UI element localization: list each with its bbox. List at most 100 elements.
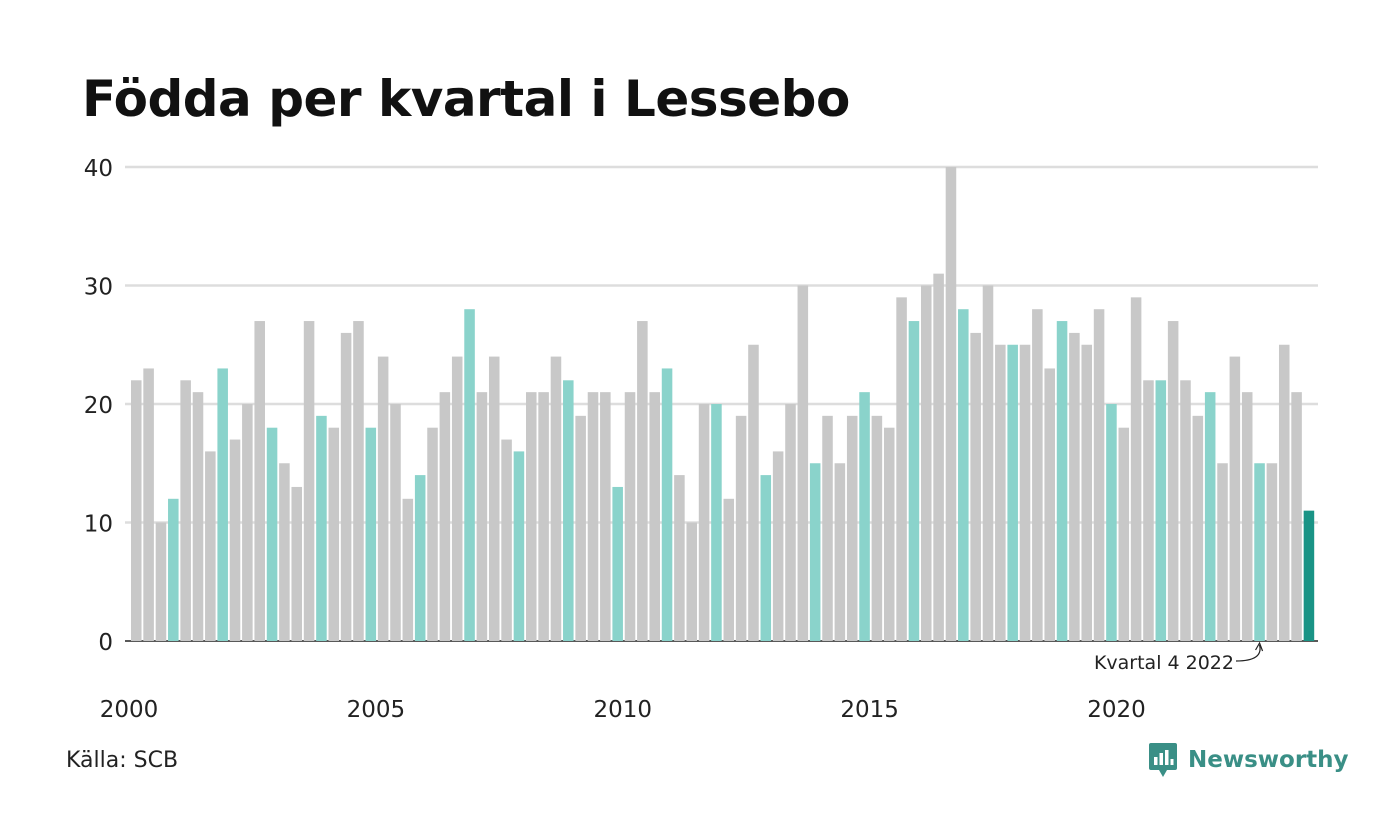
bar <box>1069 332 1080 641</box>
bar <box>217 368 228 641</box>
bar <box>1056 321 1068 641</box>
bar <box>538 392 549 641</box>
bar <box>686 522 698 641</box>
bar <box>846 415 858 641</box>
y-tick-label: 20 <box>84 393 113 419</box>
bar <box>698 404 710 641</box>
bar <box>785 404 796 641</box>
bar <box>933 273 944 641</box>
bar <box>390 404 401 641</box>
bar <box>427 427 438 641</box>
y-tick-label: 30 <box>84 275 113 301</box>
bar <box>155 522 167 641</box>
bar <box>575 415 586 641</box>
bar <box>1044 368 1055 641</box>
bar <box>1204 392 1216 641</box>
bar <box>168 498 179 641</box>
bar <box>587 392 599 641</box>
bar <box>266 427 278 641</box>
y-tick-label: 10 <box>84 512 113 538</box>
bar <box>797 285 809 641</box>
bar <box>1019 344 1031 641</box>
bar <box>550 356 562 641</box>
bar <box>809 463 821 641</box>
bar <box>871 415 883 641</box>
bar <box>1093 309 1105 641</box>
bar <box>451 356 463 641</box>
x-tick-label: 2015 <box>840 697 899 723</box>
bar <box>229 439 241 641</box>
bar <box>859 392 870 641</box>
bar <box>896 297 907 641</box>
bar <box>377 356 389 641</box>
bar <box>822 415 833 641</box>
bar <box>748 344 759 641</box>
x-tick-label: 2010 <box>593 697 652 723</box>
annotation: Kvartal 4 2022 <box>1094 641 1264 674</box>
bar <box>1266 463 1278 641</box>
chart-title: Födda per kvartal i Lessebo <box>82 70 850 128</box>
bar <box>1106 404 1117 641</box>
bar <box>883 427 895 641</box>
bar <box>637 321 648 641</box>
bar <box>945 167 957 641</box>
annotation-arrow <box>1235 644 1261 662</box>
bar <box>1291 392 1302 641</box>
y-axis-labels: 0 10 20 30 40 <box>84 156 113 656</box>
bar <box>513 451 525 641</box>
bar <box>1217 463 1228 641</box>
bar <box>488 356 500 641</box>
x-tick-label: 2020 <box>1087 697 1146 723</box>
bar <box>1032 309 1043 641</box>
bar <box>772 451 784 641</box>
bar <box>205 451 216 641</box>
bar <box>612 486 623 641</box>
bar <box>600 392 611 641</box>
bar <box>340 332 352 641</box>
bar <box>1303 510 1315 641</box>
bar <box>1241 392 1253 641</box>
bar <box>1192 415 1204 641</box>
brand-logo[interactable]: Newsworthy <box>1148 742 1349 778</box>
bar <box>131 380 142 641</box>
x-tick-label: 2000 <box>100 697 159 723</box>
bar <box>908 321 920 641</box>
bar <box>1155 380 1167 641</box>
bar <box>735 415 747 641</box>
bar <box>501 439 512 641</box>
bar <box>316 415 327 641</box>
bars <box>131 167 1315 641</box>
bar <box>649 392 660 641</box>
bar <box>921 285 932 641</box>
bar <box>1278 344 1290 641</box>
bar <box>192 392 204 641</box>
brand-name: Newsworthy <box>1188 747 1349 773</box>
bar <box>414 475 426 641</box>
bar <box>526 392 537 641</box>
bar-chart: 0 10 20 30 40 2000 2005 2010 2015 2020 Kvartal 4… <box>84 156 1318 723</box>
bar <box>1254 463 1265 641</box>
bar <box>254 321 265 641</box>
bar <box>279 463 290 641</box>
bar <box>365 427 377 641</box>
bar <box>624 392 636 641</box>
source-note: Källa: SCB <box>66 748 179 773</box>
bar <box>982 285 994 641</box>
bar <box>661 368 673 641</box>
bar <box>1143 380 1154 641</box>
bar <box>1229 356 1241 641</box>
bar <box>180 380 191 641</box>
bar <box>1130 297 1142 641</box>
bar <box>995 344 1006 641</box>
bar <box>711 404 722 641</box>
bar <box>1180 380 1191 641</box>
bar <box>563 380 574 641</box>
bar <box>1167 321 1179 641</box>
bar <box>958 309 969 641</box>
bar <box>328 427 340 641</box>
bar <box>834 463 846 641</box>
bar <box>464 309 475 641</box>
bar <box>291 486 303 641</box>
bar-chart-speech-bubble-icon <box>1149 743 1177 777</box>
bar <box>1007 344 1018 641</box>
